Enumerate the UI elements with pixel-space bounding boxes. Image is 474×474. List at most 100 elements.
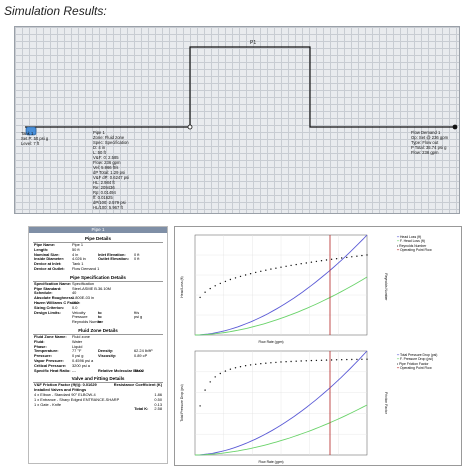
- report-cell: Density:: [98, 348, 114, 354]
- data-point: [325, 259, 328, 261]
- report-cell: [134, 267, 160, 272]
- report-cell: [134, 320, 160, 325]
- report-cell: Pipe Name:: [34, 242, 56, 247]
- data-point: [356, 358, 358, 361]
- head-loss-chart: Flow Rate (gpm) Head Loss (ft) Reynolds …: [180, 234, 388, 344]
- data-point: [249, 273, 252, 275]
- data-point: [285, 361, 287, 363]
- report-cell: Fluid Zone Name:: [34, 333, 67, 339]
- pipe-info-line: Flow: 236 gpm: [93, 160, 121, 165]
- report-row: Nominal Size: 4 in Inlet Elevation: 0 ft: [29, 251, 167, 258]
- report-cell: 1.800E-03 in: [72, 295, 95, 301]
- valve-total-row: Total K: 2.58: [29, 407, 167, 412]
- fluid-details-rows: Fluid Zone Name: Fluid zone Fluid: Water Pha…: [29, 333, 167, 373]
- report-cell: Specification: [72, 280, 95, 286]
- report-cell: Water: [72, 338, 83, 344]
- spec-details-rows: Specification Name: Specification Pipe Sta…: [29, 280, 167, 325]
- valve-k: 1.86: [154, 391, 162, 397]
- report-cell: 77 °F: [72, 348, 82, 354]
- report-cell: Nominal Size:: [34, 251, 60, 257]
- top-ylabel-left: Head Loss (ft): [180, 276, 184, 297]
- model-canvas[interactable]: P1 Tank 1 Set P: 50 psi g Level: 7 ft Pi…: [14, 26, 460, 214]
- report-cell: Tank 1: [72, 261, 84, 267]
- report-cell: Length:: [34, 246, 49, 252]
- top-grid: [195, 235, 367, 335]
- report-row: Schedule: 40: [29, 291, 167, 296]
- pipe-info: Pipe 1 Zone: Fluid zone Spec: Specificat…: [93, 130, 129, 210]
- top-legend-item: ━ Operating Point Flow: [397, 248, 432, 253]
- valve-subheader-text: Installed Valves and Fittings: [34, 387, 87, 393]
- report-cell: Phase:: [34, 343, 47, 349]
- report-cell: [98, 267, 134, 272]
- tank-icon[interactable]: [25, 123, 37, 136]
- pipe-details-rows: Pipe Name: Pipe 1 Length: 50 ft Nominal Size…: [29, 242, 167, 272]
- report-cell: to: [98, 314, 102, 320]
- friction-factor-points: [199, 358, 368, 407]
- data-point: [325, 359, 328, 361]
- top-legend-item: • Reynolds Number: [397, 243, 427, 248]
- data-point: [275, 361, 277, 364]
- data-point: [356, 255, 358, 257]
- report-cell: Steel-ASME B.36.10M: [72, 285, 111, 291]
- report-cell: Pipe Standard:: [34, 285, 62, 291]
- valve-row: 1 x Entrance - Sharp Edged ENTRANCE-SHAR…: [29, 397, 167, 403]
- pipe-info-line: ff: 0.01625: [93, 195, 113, 200]
- report-cell: 0 ft: [134, 256, 140, 262]
- report-cell: Hazen Williams C Factor:: [34, 299, 81, 305]
- report-cell: 3200 psi a: [72, 362, 90, 368]
- pipe-report-panel: Pipe 1 Pipe Details Pipe Name: Pipe 1 Leng…: [28, 226, 168, 464]
- report-cell: Critical Pressure:: [34, 362, 67, 368]
- data-point: [285, 265, 287, 267]
- data-point: [351, 358, 353, 361]
- top-legend-item: ━ Head Loss (ft): [397, 235, 422, 239]
- report-cell: 18.02: [134, 367, 144, 373]
- report-cell: 140: [72, 299, 79, 305]
- valve-rows: 4 x Elbow - Standard 90° ELBOW-4 1.86 1 x …: [29, 391, 167, 407]
- report-cell: Sizing Criterion:: [34, 304, 65, 310]
- data-point: [361, 254, 363, 257]
- data-point: [346, 358, 348, 361]
- valve-row: 4 x Elbow - Standard 90° ELBOW-4 1.86: [29, 391, 167, 398]
- report-row: Inside Diameter: 4.026 in Outlet Elevation…: [29, 257, 167, 262]
- report-cell: 0 ft: [134, 251, 140, 257]
- pipe-info-line: HL/100: 5.967 ft: [93, 205, 123, 210]
- report-cell: Specific Heat Ratio:: [34, 367, 71, 373]
- pipe-drawing[interactable]: P1: [15, 27, 461, 215]
- report-cell: to: [98, 309, 102, 315]
- data-point: [214, 376, 216, 378]
- report-cell: 62.24 lb/ft³: [134, 348, 153, 354]
- charts-panel: Flow Rate (gpm) Head Loss (ft) Reynolds …: [174, 226, 462, 466]
- report-cell: Device at Inlet:: [34, 261, 62, 267]
- bottom-legend: ━ Total Pressure Drop (psi) ━ F. Pressur…: [397, 353, 437, 371]
- pipe-info-line: V&F dP: 0.6247 psi: [93, 175, 130, 180]
- data-point: [219, 282, 221, 285]
- valve-friction-factor: V&F Friction Factor (ff(t)): 0.01629: [34, 382, 97, 388]
- f-head-loss-series-line: [194, 276, 368, 336]
- top-legend: ━ Head Loss (ft) ━ F. Head Loss (ft) • R…: [397, 235, 432, 253]
- data-point: [260, 363, 262, 365]
- pipe-info-line: V&F: 0: 2.585: [93, 155, 119, 160]
- data-point: [224, 280, 227, 283]
- report-cell: Outlet Elevation:: [98, 256, 129, 262]
- pipe-details-heading: Pipe Details: [33, 236, 163, 243]
- top-xlabel: Flow Rate (gpm): [258, 340, 283, 344]
- report-cell: Fluid:: [34, 338, 45, 344]
- report-header: Pipe 1: [29, 227, 167, 233]
- report-cell: Temperature:: [34, 348, 59, 354]
- bottom-legend-item: • Pipe Friction Factor: [397, 361, 429, 366]
- report-cell: Specification Name:: [34, 280, 72, 286]
- report-row: Pipe Standard: Steel-ASME B.36.10M: [29, 285, 167, 292]
- report-row: Fluid: Water: [29, 338, 167, 345]
- data-point: [330, 258, 333, 260]
- report-row: Temperature: 77 °F Density: 62.24 lb/ft³: [29, 349, 167, 354]
- data-point: [330, 359, 333, 361]
- report-row: Pressure: 0 psi g Viscosity: 0.89 cP: [29, 353, 167, 359]
- flow-demand-title: Flow Demand 1: [411, 130, 441, 135]
- data-point: [260, 270, 262, 272]
- valve-total-value: 2.58: [154, 406, 162, 412]
- valve-name: 1 x Gate - Knife: [34, 401, 62, 407]
- flow-demand-line: P Total: 35.74 psi g: [411, 145, 447, 150]
- valve-k: 0.13: [154, 401, 162, 407]
- flow-demand-line: Flow: 236 gpm: [411, 150, 439, 155]
- data-point: [315, 260, 318, 263]
